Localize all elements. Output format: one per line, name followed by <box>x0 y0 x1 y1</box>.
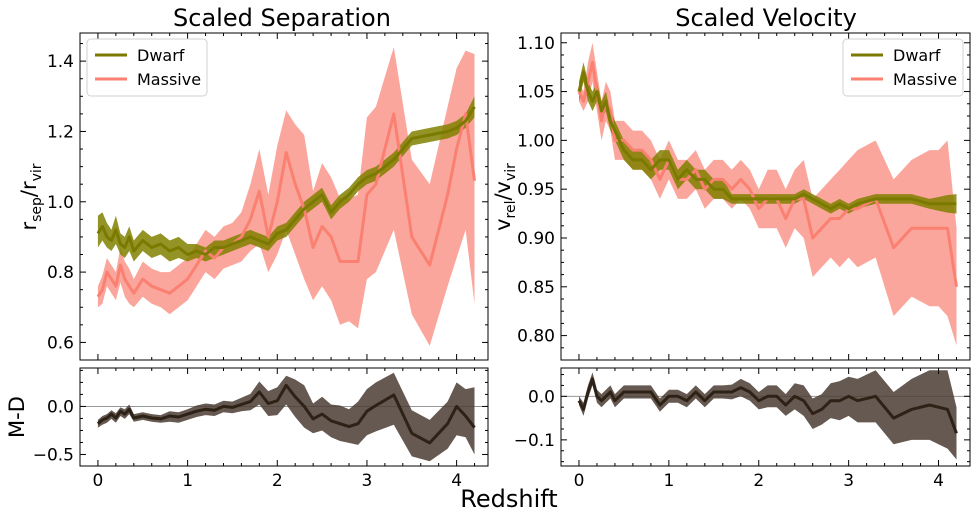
sep_diff-xtick-label: 2 <box>272 471 283 491</box>
vel_diff-ytick-label: 0.0 <box>528 387 555 407</box>
sep_diff-ytick-label: −0.5 <box>33 445 74 465</box>
vel-ytick-label: 0.85 <box>517 278 555 298</box>
vel-massive-line <box>577 60 958 288</box>
sep-ytick-label: 0.8 <box>47 263 74 283</box>
sep-ylabel: rsep/rvir <box>17 163 45 230</box>
sep-ytick-label: 0.6 <box>47 333 74 353</box>
sep-legend-label-massive: Massive <box>137 70 201 89</box>
sep_diff-frame <box>79 367 489 467</box>
vel-legend: Dwarf Massive <box>842 38 964 97</box>
vel-ytick-label: 0.90 <box>517 229 555 249</box>
vel-legend-label-massive: Massive <box>893 70 957 89</box>
sep-ytick-label: 1.4 <box>47 52 74 72</box>
vel_diff-xtick-label: 2 <box>753 471 764 491</box>
sep-legend: Dwarf Massive <box>86 38 208 97</box>
vel-panel: 0.80 0.85 0.90 0.95 1.00 1.05 1.10 Dwarf Massive <box>517 32 971 361</box>
vel_diff-diff-line <box>577 377 958 434</box>
vel_diff-diff-band <box>579 370 957 460</box>
vel_diff-panel: 0 1 2 3 4 −0.1 0.0 <box>514 367 971 491</box>
vel_diff-xtick-label: 3 <box>843 471 854 491</box>
sep-ytick-label: 1.2 <box>47 122 74 142</box>
vel_diff-xtick-label: 4 <box>933 471 944 491</box>
sep-legend-label-dwarf: Dwarf <box>137 46 185 65</box>
sep-plot-area <box>96 47 476 346</box>
vel-frame <box>560 32 971 361</box>
sep_diff-xtick-label: 0 <box>93 471 104 491</box>
sep_diff-diff-line <box>96 383 476 445</box>
vel-plot-area <box>577 42 958 346</box>
x-axis-label: Redshift <box>460 485 557 513</box>
vel_diff-xtick-label: 0 <box>574 471 585 491</box>
sep-massive-line <box>96 112 476 298</box>
sep_diff-xtick-label: 1 <box>182 471 193 491</box>
vel_diff-xtick-label: 1 <box>663 471 674 491</box>
sep-legend-box <box>86 38 208 97</box>
vel-ytick-label: 1.10 <box>517 34 555 54</box>
vel-legend-label-dwarf: Dwarf <box>893 46 941 65</box>
sep_diff-plot-area <box>80 372 488 462</box>
vel-ylabel: vrel/vvir <box>491 163 519 231</box>
vel_diff-plot-area <box>561 370 970 460</box>
sep_diff-diff-band <box>97 372 475 462</box>
sep-title: Scaled Separation <box>173 4 391 32</box>
sep-ytick-label: 1.0 <box>47 193 74 213</box>
sep_diff-xtick-label: 3 <box>362 471 373 491</box>
vel-dwarf-line <box>577 70 957 211</box>
sep_diff-panel: 0 1 2 3 4 −0.5 0.0 <box>33 367 489 491</box>
vel-ytick-label: 1.05 <box>517 83 555 103</box>
vel-title: Scaled Velocity <box>675 4 857 32</box>
vel-ytick-label: 1.00 <box>517 131 555 151</box>
sep-dwarf-line <box>96 105 476 256</box>
vel_diff-frame <box>560 367 971 467</box>
vel-ytick-label: 0.95 <box>517 180 555 200</box>
vel_diff-ytick-label: −0.1 <box>514 431 555 451</box>
diff-ylabel: M-D <box>5 396 29 438</box>
sep-frame <box>79 32 489 361</box>
vel-ytick-label: 0.80 <box>517 327 555 347</box>
vel-dwarf-band <box>579 62 957 214</box>
sep_diff-ytick-label: 0.0 <box>47 397 74 417</box>
sep-panel: 0.6 0.8 1.0 1.2 1.4 Dwarf Massive <box>47 32 489 361</box>
sep_diff-xtick-label: 4 <box>451 471 462 491</box>
vel-legend-box <box>842 38 964 97</box>
